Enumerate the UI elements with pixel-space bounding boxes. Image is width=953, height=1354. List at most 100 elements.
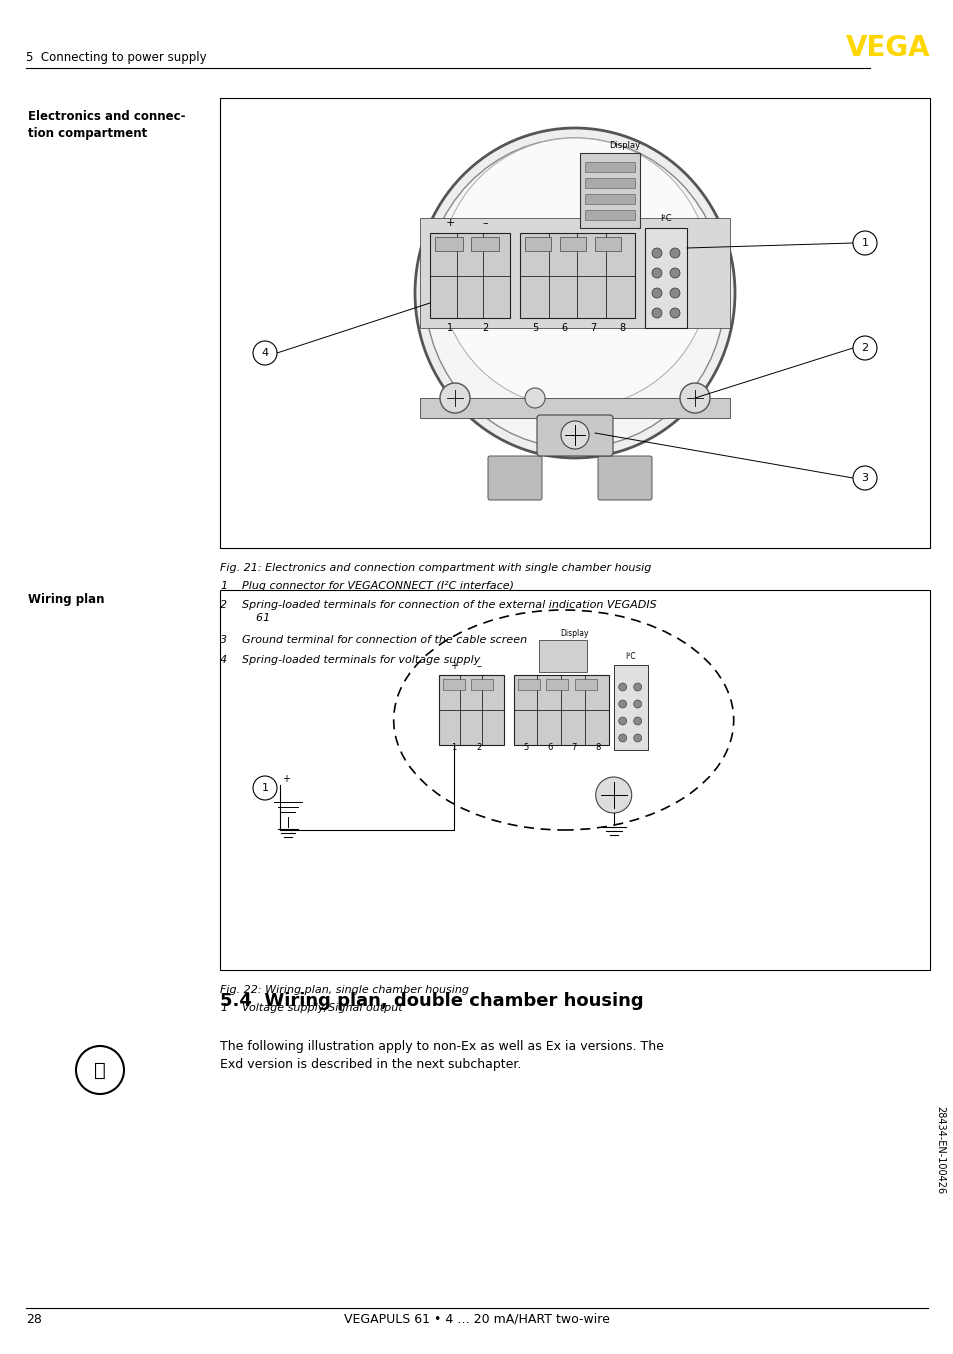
- Bar: [517, 678, 539, 691]
- Circle shape: [618, 682, 626, 691]
- Text: +: +: [445, 218, 455, 227]
- Circle shape: [253, 341, 276, 366]
- Bar: [613, 665, 647, 750]
- Text: Fig. 22: Wiring plan, single chamber housing: Fig. 22: Wiring plan, single chamber hou…: [220, 984, 469, 995]
- Circle shape: [651, 288, 661, 298]
- Circle shape: [76, 1047, 124, 1094]
- Bar: [513, 676, 608, 745]
- Bar: [559, 237, 585, 250]
- Bar: [584, 194, 635, 204]
- Text: 8: 8: [595, 743, 599, 751]
- Bar: [471, 678, 493, 691]
- Bar: [644, 227, 686, 328]
- Text: 4: 4: [220, 654, 227, 665]
- Circle shape: [560, 421, 588, 450]
- Circle shape: [651, 268, 661, 278]
- Bar: [220, 590, 929, 969]
- Bar: [579, 153, 639, 227]
- Text: Spring-loaded terminals for voltage supply: Spring-loaded terminals for voltage supp…: [242, 654, 480, 665]
- Text: Spring-loaded terminals for connection of the external indication VEGADIS
    61: Spring-loaded terminals for connection o…: [242, 600, 656, 623]
- Ellipse shape: [424, 138, 724, 448]
- Text: 7: 7: [589, 324, 596, 333]
- Bar: [575, 678, 597, 691]
- Bar: [524, 237, 551, 250]
- Text: 1: 1: [451, 743, 456, 751]
- Bar: [584, 162, 635, 172]
- Circle shape: [852, 336, 876, 360]
- Bar: [438, 676, 503, 745]
- Ellipse shape: [394, 611, 733, 830]
- Bar: [435, 237, 462, 250]
- Circle shape: [669, 268, 679, 278]
- Circle shape: [669, 248, 679, 259]
- Circle shape: [633, 682, 641, 691]
- Circle shape: [669, 307, 679, 318]
- Text: +: +: [282, 774, 290, 784]
- FancyBboxPatch shape: [598, 456, 651, 500]
- Text: VEGA: VEGA: [844, 34, 929, 62]
- Text: 1: 1: [261, 783, 268, 793]
- Text: Ⓔ: Ⓔ: [94, 1060, 106, 1079]
- Bar: [538, 640, 586, 672]
- Text: 3: 3: [861, 473, 867, 483]
- Circle shape: [595, 777, 631, 812]
- Bar: [419, 218, 729, 328]
- Text: 2: 2: [481, 324, 488, 333]
- Text: 4: 4: [261, 348, 269, 357]
- Text: 28: 28: [26, 1313, 42, 1326]
- Text: 5: 5: [522, 743, 528, 751]
- Text: I²C: I²C: [625, 653, 636, 661]
- Circle shape: [651, 248, 661, 259]
- Circle shape: [439, 383, 470, 413]
- Text: –: –: [476, 661, 480, 672]
- Text: 6: 6: [560, 324, 566, 333]
- Circle shape: [852, 466, 876, 490]
- Circle shape: [669, 288, 679, 298]
- Text: 5: 5: [532, 324, 537, 333]
- Circle shape: [633, 718, 641, 724]
- FancyBboxPatch shape: [488, 456, 541, 500]
- Text: Fig. 21: Electronics and connection compartment with single chamber housig: Fig. 21: Electronics and connection comp…: [220, 563, 651, 573]
- Circle shape: [618, 718, 626, 724]
- Text: 28434-EN-100426: 28434-EN-100426: [934, 1106, 944, 1194]
- Bar: [442, 678, 464, 691]
- Circle shape: [633, 700, 641, 708]
- Bar: [546, 678, 568, 691]
- Text: Ground terminal for connection of the cable screen: Ground terminal for connection of the ca…: [242, 635, 527, 646]
- Text: +: +: [449, 661, 457, 672]
- Text: tion compartment: tion compartment: [28, 127, 147, 139]
- Text: The following illustration apply to non-Ex as well as Ex ia versions. The
Exd ve: The following illustration apply to non-…: [220, 1040, 663, 1071]
- Text: 5.4  Wiring plan, double chamber housing: 5.4 Wiring plan, double chamber housing: [220, 992, 643, 1010]
- Text: VEGAPULS 61 • 4 … 20 mA/HART two-wire: VEGAPULS 61 • 4 … 20 mA/HART two-wire: [344, 1313, 609, 1326]
- Circle shape: [618, 734, 626, 742]
- Bar: [584, 177, 635, 188]
- Text: 7: 7: [571, 743, 576, 751]
- Bar: [419, 398, 729, 418]
- Text: Plug connector for VEGACONNECT (I²C interface): Plug connector for VEGACONNECT (I²C inte…: [242, 581, 514, 590]
- Text: I²C: I²C: [659, 214, 671, 223]
- Text: 6: 6: [546, 743, 552, 751]
- Ellipse shape: [415, 129, 734, 458]
- Text: Wiring plan: Wiring plan: [28, 593, 105, 607]
- Text: 1: 1: [220, 1003, 227, 1013]
- Bar: [594, 237, 620, 250]
- Bar: [430, 233, 510, 318]
- Text: Voltage supply/Signal output: Voltage supply/Signal output: [242, 1003, 402, 1013]
- Text: Display: Display: [609, 141, 639, 150]
- FancyBboxPatch shape: [537, 414, 613, 456]
- Text: 2: 2: [476, 743, 481, 751]
- Bar: [220, 97, 929, 548]
- Bar: [519, 233, 635, 318]
- Text: 1: 1: [861, 238, 867, 248]
- Text: 2: 2: [861, 343, 867, 353]
- Circle shape: [852, 232, 876, 255]
- Text: Electronics and connec-: Electronics and connec-: [28, 110, 185, 123]
- Text: –: –: [481, 218, 487, 227]
- Text: 5  Connecting to power supply: 5 Connecting to power supply: [26, 51, 207, 64]
- Circle shape: [651, 307, 661, 318]
- Circle shape: [524, 389, 544, 408]
- Text: 8: 8: [618, 324, 624, 333]
- Circle shape: [253, 776, 276, 800]
- Text: 2: 2: [220, 600, 227, 611]
- Text: Display: Display: [559, 630, 588, 638]
